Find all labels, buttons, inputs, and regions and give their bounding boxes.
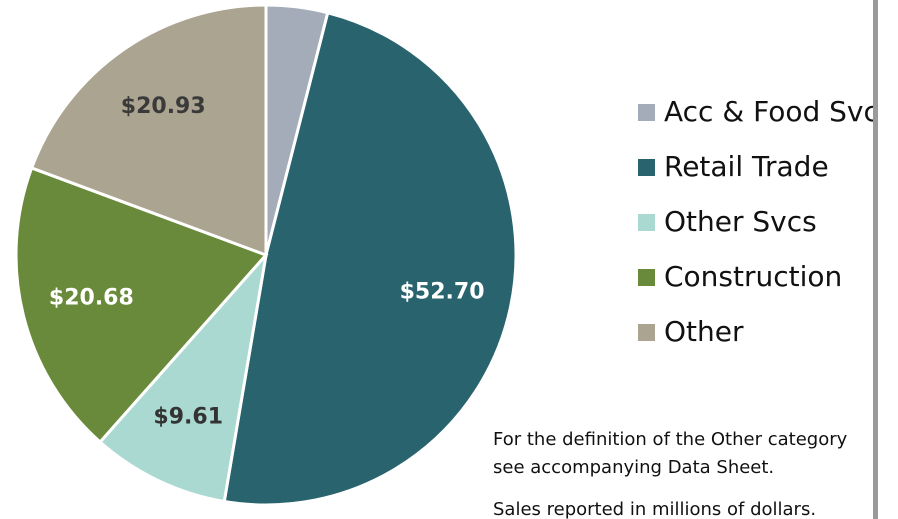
legend-label: Construction (664, 260, 842, 293)
panel-border (873, 0, 878, 519)
pie-slice (97, 250, 269, 504)
pie-slice (222, 10, 518, 507)
note: For the definition of the Other category (493, 429, 848, 450)
pie: $52.70 $9.61 $20.68 $20.93 (14, 3, 518, 507)
value-label: $52.70 (400, 279, 485, 304)
value-label: $9.61 (153, 404, 223, 429)
legend-swatch (638, 214, 655, 231)
pie-slice (14, 166, 269, 445)
value-label: $20.93 (121, 94, 206, 119)
legend-label: Retail Trade (664, 150, 829, 183)
legend-label: Other Svcs (664, 205, 817, 238)
pie-slice (29, 3, 268, 258)
legend-swatch (638, 324, 655, 341)
legend-label: Acc & Food Svcs (664, 95, 893, 128)
note: see accompanying Data Sheet. (493, 457, 774, 478)
legend-swatch (638, 104, 655, 121)
legend-swatch (638, 159, 655, 176)
legend-label: Other (664, 315, 744, 348)
notes: For the definition of the Other category… (493, 429, 848, 519)
legend-swatch (638, 269, 655, 286)
legend: Acc & Food Svcs Retail Trade Other Svcs Con… (638, 95, 893, 348)
note: Sales reported in millions of dollars. (493, 499, 816, 519)
value-label: $20.68 (49, 286, 134, 311)
